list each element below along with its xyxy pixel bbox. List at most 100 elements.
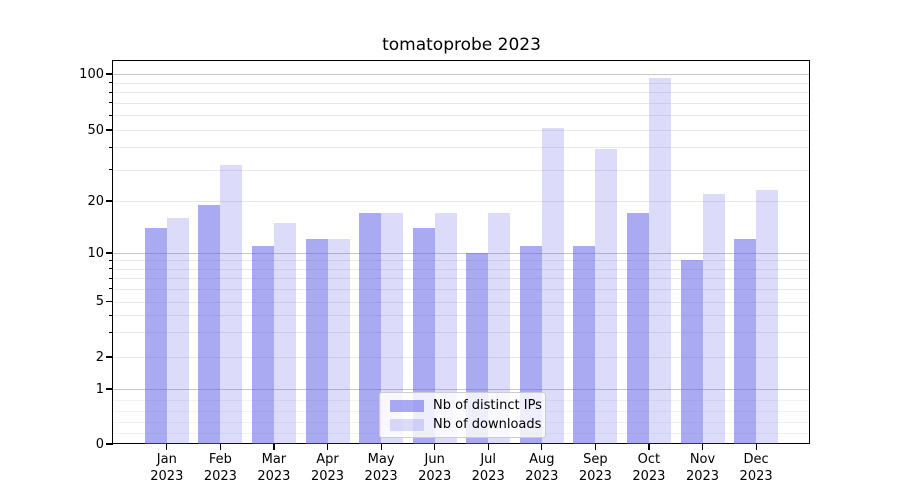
x-tick-jan	[166, 444, 168, 450]
bar-downloads-may	[381, 213, 404, 444]
x-tick-jul	[487, 444, 489, 450]
gridline-minor	[113, 130, 810, 131]
x-tick-label-feb: Feb 2023	[203, 452, 237, 484]
y-tick	[106, 300, 113, 303]
y-tick-label-20: 20	[87, 193, 104, 209]
gridline-minor	[113, 115, 810, 117]
bar-distinct-ips-sep	[573, 245, 596, 444]
legend-label-distinct-ips: Nb of distinct IPs	[433, 398, 542, 413]
y-tick	[106, 356, 113, 358]
gridline-major	[113, 389, 810, 391]
bar-distinct-ips-jun	[412, 227, 435, 444]
gridline-minor	[113, 357, 810, 358]
x-tick-label-nov: Nov 2023	[685, 452, 720, 484]
y-minor-tick	[109, 332, 113, 333]
legend-row-downloads: Nb of downloads	[390, 416, 541, 433]
bar-downloads-oct	[648, 78, 671, 444]
x-tick-label-jun: Jun 2023	[418, 452, 452, 484]
bar-downloads-sep	[595, 149, 618, 444]
y-tick	[106, 388, 113, 390]
x-tick-dec	[755, 444, 757, 450]
gridline-minor	[113, 301, 810, 303]
bar-downloads-dec	[756, 190, 779, 444]
gridline-major	[113, 74, 810, 76]
y-tick	[106, 73, 113, 75]
bar-distinct-ips-feb	[198, 204, 221, 444]
x-tick-apr	[326, 444, 329, 450]
x-tick-feb	[219, 444, 222, 450]
y-tick	[106, 200, 113, 202]
bar-distinct-ips-oct	[626, 213, 649, 444]
y-tick	[106, 252, 113, 254]
bar-distinct-ips-mar	[251, 245, 274, 444]
bar-downloads-jun	[434, 213, 457, 444]
x-tick-sep	[594, 444, 597, 450]
bar-distinct-ips-jan	[144, 227, 167, 444]
legend-swatch-distinct-ips	[390, 399, 424, 412]
y-minor-tick	[109, 268, 113, 270]
x-tick-label-jul: Jul 2023	[471, 452, 505, 484]
legend-label-downloads: Nb of downloads	[433, 417, 542, 432]
bar-downloads-aug	[541, 128, 564, 444]
gridline-major	[113, 253, 810, 255]
bar-downloads-jul	[488, 213, 511, 444]
bar-distinct-ips-may	[359, 213, 382, 444]
x-tick-label-mar: Mar 2023	[257, 452, 291, 484]
gridline-minor	[113, 288, 810, 290]
x-tick-label-dec: Dec 2023	[739, 452, 773, 484]
gridline-minor	[113, 268, 810, 270]
gridline-minor	[113, 201, 810, 202]
x-tick-label-may: May 2023	[364, 452, 398, 484]
bar-downloads-mar	[273, 222, 296, 444]
gridline-minor	[113, 102, 810, 104]
y-minor-tick	[109, 114, 113, 116]
legend: Nb of distinct IPs Nb of downloads	[379, 392, 546, 438]
y-minor-tick	[109, 169, 113, 171]
x-tick-label-jan: Jan 2023	[150, 452, 184, 484]
gridline-minor	[113, 92, 810, 93]
y-minor-tick	[109, 102, 113, 104]
gridline-minor	[113, 147, 810, 149]
y-minor-tick	[109, 277, 113, 279]
x-tick-label-oct: Oct 2023	[632, 452, 666, 484]
x-tick-nov	[701, 444, 704, 450]
chart-title: tomatoprobe 2023	[382, 35, 541, 55]
bar-distinct-ips-nov	[680, 260, 703, 444]
y-tick-label-0: 0	[95, 436, 104, 452]
bar-downloads-feb	[220, 164, 243, 444]
y-tick	[106, 443, 113, 445]
y-tick-label-50: 50	[87, 122, 104, 138]
gridline-minor	[113, 169, 810, 171]
gridline-minor	[113, 278, 810, 279]
y-minor-tick	[109, 91, 113, 93]
bar-downloads-apr	[327, 239, 350, 444]
bar-distinct-ips-dec	[734, 239, 757, 444]
y-tick	[106, 129, 113, 131]
y-tick-label-2: 2	[95, 349, 104, 365]
legend-swatch-downloads	[390, 418, 424, 431]
gridline-minor	[113, 332, 810, 334]
gridline-minor	[113, 315, 810, 316]
x-tick-oct	[648, 444, 650, 450]
bar-distinct-ips-apr	[305, 239, 328, 444]
y-minor-tick	[109, 314, 113, 316]
y-minor-tick	[109, 260, 113, 261]
gridline-minor	[113, 82, 810, 84]
x-tick-jun	[434, 444, 436, 450]
x-tick-may	[380, 444, 382, 450]
gridline-minor	[113, 260, 810, 262]
y-minor-tick	[109, 288, 113, 290]
y-tick-label-100: 100	[79, 66, 104, 82]
x-tick-label-aug: Aug 2023	[525, 452, 559, 484]
y-minor-tick	[109, 146, 113, 148]
x-tick-aug	[541, 444, 543, 450]
y-tick-label-10: 10	[87, 245, 104, 261]
y-tick-label-5: 5	[95, 294, 104, 309]
x-tick-label-sep: Sep 2023	[578, 452, 612, 484]
x-tick-label-apr: Apr 2023	[310, 452, 345, 484]
legend-row-distinct-ips: Nb of distinct IPs	[390, 397, 542, 414]
y-tick-label-1: 1	[95, 381, 104, 397]
bar-downloads-jan	[166, 217, 189, 444]
y-minor-tick	[109, 82, 113, 83]
